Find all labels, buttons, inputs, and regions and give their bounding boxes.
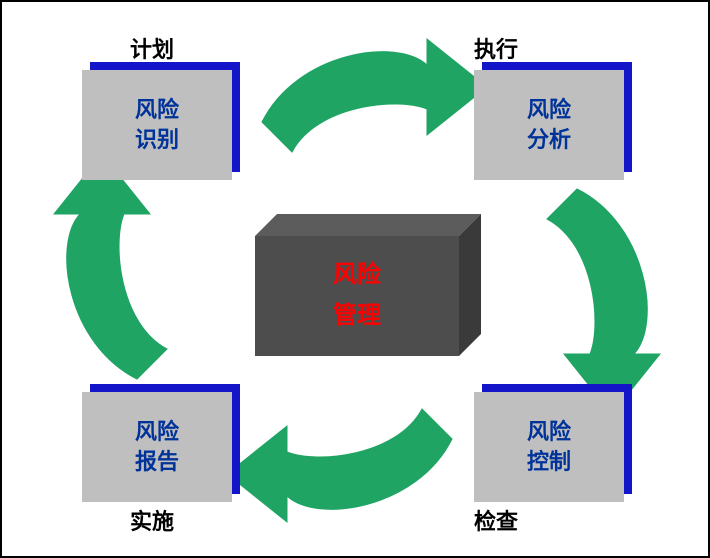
phase-label-br: 检查: [474, 504, 518, 536]
center-cube-top: [255, 214, 481, 236]
node-tl-accent-right: [232, 62, 240, 172]
cycle-arrow-bottom: [227, 404, 487, 544]
center-cube: 风险 管理: [255, 214, 481, 356]
center-cube-side: [459, 214, 481, 356]
node-br: 风险 控制: [474, 384, 632, 502]
phase-label-tl: 计划: [130, 32, 174, 64]
diagram-canvas: 风险 识别 计划风险 分析 执行风险 控制检查 风险 报告实施 风险 管理: [0, 0, 710, 558]
node-bl: 风险 报告: [82, 384, 240, 502]
node-br-label: 风险 控制: [474, 392, 624, 502]
center-cube-label: 风险 管理: [255, 236, 459, 356]
node-bl-accent-right: [232, 384, 240, 494]
cycle-arrow-right: [482, 214, 710, 354]
node-tr-accent-right: [624, 62, 632, 172]
node-tr: 风险 分析: [474, 62, 632, 180]
phase-label-tr: 执行: [474, 32, 518, 64]
node-tl-label: 风险 识别: [82, 70, 232, 180]
node-bl-label: 风险 报告: [82, 392, 232, 502]
node-br-accent-right: [624, 384, 632, 494]
cycle-arrow-top: [227, 17, 487, 157]
node-bl-accent-top: [90, 384, 240, 392]
node-tr-label: 风险 分析: [474, 70, 624, 180]
node-br-accent-top: [482, 384, 632, 392]
node-tl: 风险 识别: [82, 62, 240, 180]
phase-label-bl: 实施: [130, 504, 174, 536]
cycle-arrow-left: [0, 214, 232, 354]
